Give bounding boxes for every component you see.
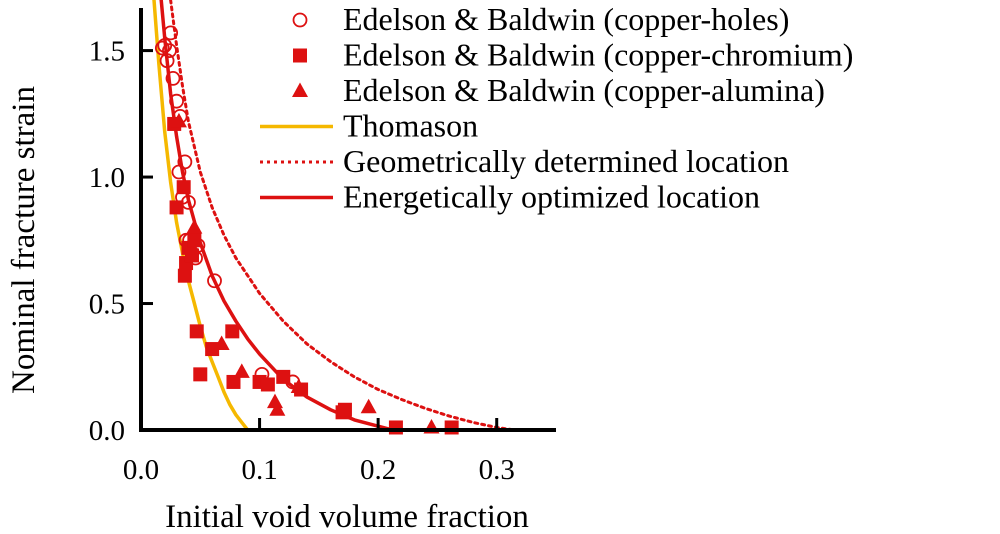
legend-label: Geometrically determined location: [343, 143, 789, 179]
x-tick-label: 0.0: [123, 454, 159, 486]
x-tick-label: 0.3: [479, 454, 515, 486]
data-point-edelson-baldwin-copper-chromium: [187, 233, 202, 248]
data-point-edelson-baldwin-copper-chromium: [177, 268, 192, 283]
legend-item-energetically-optimized-location: Energetically optimized location: [260, 179, 760, 215]
data-point-edelson-baldwin-copper-chromium: [260, 377, 275, 392]
data-point-edelson-baldwin-copper-holes: [163, 25, 179, 41]
y-tick-label: 0.0: [89, 415, 125, 447]
y-tick-label: 0.5: [89, 289, 125, 321]
tick-labels: 0.0 0.1 0.2 0.3 0.0 0.5 1.0 1.5: [89, 36, 515, 486]
legend-item-thomason: Thomason: [260, 108, 478, 144]
legend: Edelson & Baldwin (copper-holes)Edelson …: [260, 1, 853, 215]
data-point-edelson-baldwin-copper-holes: [177, 154, 193, 170]
x-tick-label: 0.2: [360, 454, 396, 486]
data-point-edelson-baldwin-copper-chromium: [388, 420, 403, 435]
data-point-edelson-baldwin-copper-holes: [165, 71, 181, 86]
legend-item-edelson-baldwin-copper-chromium: Edelson & Baldwin (copper-chromium): [293, 37, 853, 73]
data-point-edelson-baldwin-copper-alumina: [170, 112, 187, 128]
data-point-edelson-baldwin-copper-chromium: [276, 369, 291, 384]
x-tick-label: 0.1: [241, 454, 277, 486]
data-point-edelson-baldwin-copper-alumina: [269, 401, 286, 416]
plot-points: [154, 25, 459, 435]
legend-label: Thomason: [343, 108, 478, 144]
legend-item-edelson-baldwin-copper-alumina: Edelson & Baldwin (copper-alumina): [292, 72, 825, 108]
x-axis-title: Initial void volume fraction: [165, 499, 529, 534]
data-point-edelson-baldwin-copper-chromium: [205, 342, 220, 357]
y-tick-label: 1.0: [89, 162, 125, 194]
data-point-edelson-baldwin-copper-chromium: [193, 367, 208, 382]
data-point-edelson-baldwin-copper-chromium: [337, 402, 352, 417]
axes: [139, 8, 556, 432]
data-point-edelson-baldwin-copper-holes: [154, 40, 170, 56]
data-point-edelson-baldwin-copper-alumina: [233, 363, 250, 378]
data-point-edelson-baldwin-copper-holes: [157, 38, 173, 53]
data-point-edelson-baldwin-copper-holes: [207, 273, 222, 289]
legend-label: Edelson & Baldwin (copper-alumina): [343, 72, 825, 108]
y-axis-title: Nominal fracture strain: [6, 86, 42, 394]
legend-marker: [292, 82, 308, 97]
data-point-edelson-baldwin-copper-alumina: [213, 335, 230, 350]
data-point-edelson-baldwin-copper-alumina: [290, 378, 307, 393]
data-point-edelson-baldwin-copper-chromium: [225, 324, 240, 339]
legend-item-edelson-baldwin-copper-holes: Edelson & Baldwin (copper-holes): [292, 1, 789, 37]
y-tick-label: 1.5: [89, 36, 125, 68]
data-point-edelson-baldwin-copper-holes: [159, 53, 175, 69]
series-line-geometrically-determined-location: [169, 0, 516, 430]
data-point-edelson-baldwin-copper-holes: [162, 43, 177, 58]
legend-marker: [292, 12, 308, 28]
data-point-edelson-baldwin-copper-holes: [169, 93, 184, 109]
data-point-edelson-baldwin-copper-chromium: [444, 420, 459, 435]
legend-label: Edelson & Baldwin (copper-holes): [343, 1, 789, 37]
legend-item-geometrically-determined-location: Geometrically determined location: [260, 143, 789, 179]
data-point-edelson-baldwin-copper-chromium: [169, 200, 184, 215]
legend-marker: [293, 48, 307, 63]
data-point-edelson-baldwin-copper-chromium: [189, 324, 204, 339]
legend-label: Edelson & Baldwin (copper-chromium): [343, 37, 853, 73]
data-point-edelson-baldwin-copper-chromium: [226, 374, 241, 389]
legend-label: Energetically optimized location: [343, 179, 760, 215]
data-point-edelson-baldwin-copper-chromium: [184, 248, 199, 263]
data-point-edelson-baldwin-copper-alumina: [186, 219, 203, 234]
data-point-edelson-baldwin-copper-alumina: [360, 398, 377, 414]
data-point-edelson-baldwin-copper-chromium: [176, 180, 191, 195]
